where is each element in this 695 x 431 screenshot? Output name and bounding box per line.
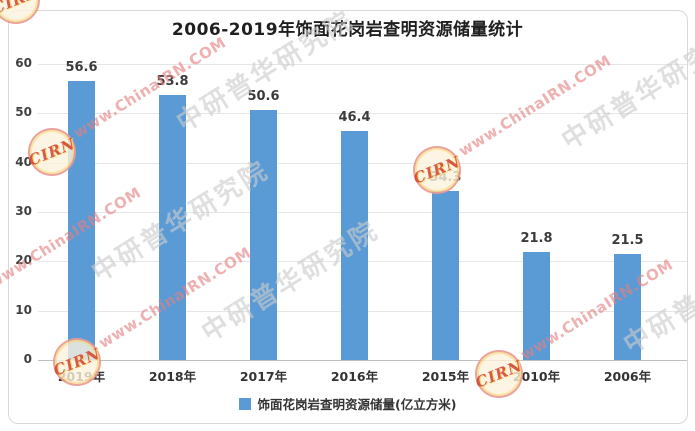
bar-value-label: 53.8 bbox=[156, 73, 189, 89]
gridline bbox=[38, 64, 687, 65]
bar bbox=[523, 252, 550, 360]
legend-label: 饰面花岗岩查明资源储量(亿立方米) bbox=[257, 397, 457, 412]
bar bbox=[159, 94, 186, 360]
bar-value-label: 56.6 bbox=[65, 59, 98, 75]
chart-legend: 饰面花岗岩查明资源储量(亿立方米) bbox=[0, 394, 695, 413]
x-axis-label: 2015年 bbox=[421, 369, 470, 384]
x-axis-label: 2006年 bbox=[603, 369, 652, 384]
bar-value-label: 46.4 bbox=[338, 110, 371, 126]
y-axis-tick-label: 40 bbox=[15, 154, 32, 169]
x-axis-label: 2017年 bbox=[239, 369, 288, 384]
bar bbox=[250, 110, 277, 360]
x-axis-label: 2019年 bbox=[57, 369, 106, 384]
x-axis-label: 2018年 bbox=[148, 369, 197, 384]
bar-value-label: 50.6 bbox=[247, 89, 280, 105]
y-axis-tick-label: 60 bbox=[15, 56, 32, 70]
y-axis-tick-label: 0 bbox=[23, 352, 32, 366]
bar-value-label: 34.3 bbox=[429, 169, 462, 185]
legend-swatch-icon bbox=[238, 397, 251, 410]
bar bbox=[432, 190, 459, 360]
x-axis-label: 2010年 bbox=[512, 369, 561, 384]
y-axis-tick-label: 50 bbox=[15, 105, 32, 120]
bar bbox=[68, 80, 95, 360]
y-axis-tick-label: 30 bbox=[15, 204, 32, 218]
y-axis-tick-label: 10 bbox=[15, 302, 32, 317]
bar bbox=[341, 131, 368, 360]
x-axis-line bbox=[38, 360, 687, 361]
y-axis-tick-label: 20 bbox=[15, 253, 32, 268]
bar bbox=[614, 253, 641, 360]
gridline bbox=[38, 113, 687, 115]
bar-value-label: 21.8 bbox=[520, 231, 553, 247]
bar-value-label: 21.5 bbox=[611, 232, 644, 248]
x-axis-label: 2016年 bbox=[330, 369, 379, 384]
chart-title: 2006-2019年饰面花岗岩查明资源储量统计 bbox=[171, 20, 524, 40]
